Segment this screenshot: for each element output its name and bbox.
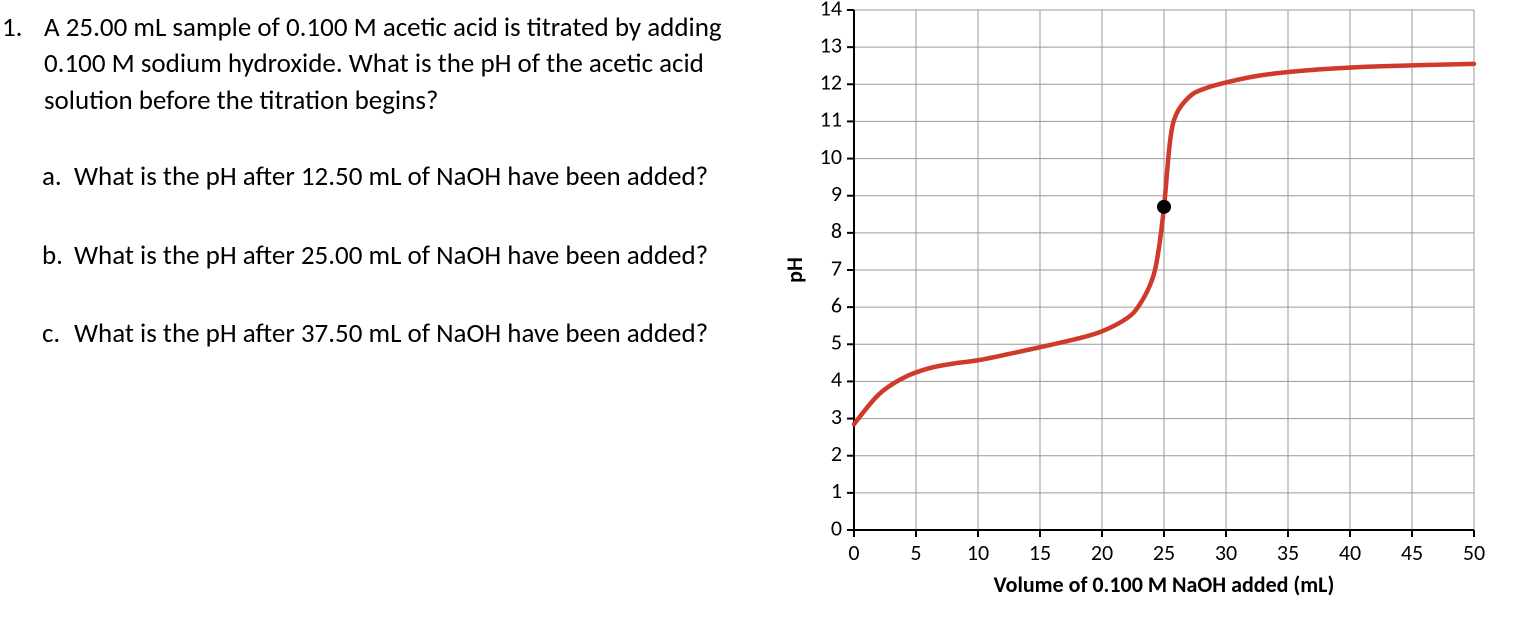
svg-text:pH: pH <box>781 257 808 283</box>
svg-text:6: 6 <box>831 291 842 318</box>
svg-text:14: 14 <box>820 0 842 21</box>
svg-text:9: 9 <box>831 180 842 207</box>
subpart-b: b. What is the pH after 25.00 mL of NaOH… <box>42 238 752 274</box>
svg-text:5: 5 <box>831 329 842 356</box>
question-prompt: A 25.00 mL sample of 0.100 M acetic acid… <box>44 10 752 119</box>
subpart-list: a. What is the pH after 12.50 mL of NaOH… <box>0 159 752 352</box>
question-main: 1. A 25.00 mL sample of 0.100 M acetic a… <box>0 10 752 119</box>
svg-text:1: 1 <box>831 477 842 504</box>
subpart-text: What is the pH after 25.00 mL of NaOH ha… <box>74 238 752 274</box>
svg-text:20: 20 <box>1091 539 1113 566</box>
titration-chart: 0123456789101112131405101520253035404550… <box>780 0 1520 631</box>
subpart-letter: c. <box>42 316 74 352</box>
subpart-letter: a. <box>42 159 74 195</box>
subpart-c: c. What is the pH after 37.50 mL of NaOH… <box>42 316 752 352</box>
svg-text:0: 0 <box>848 539 859 566</box>
page: 1. A 25.00 mL sample of 0.100 M acetic a… <box>0 0 1522 626</box>
svg-text:10: 10 <box>967 539 989 566</box>
svg-text:10: 10 <box>820 143 842 170</box>
svg-text:2: 2 <box>831 440 842 467</box>
subpart-text: What is the pH after 12.50 mL of NaOH ha… <box>74 159 752 195</box>
question-column: 1. A 25.00 mL sample of 0.100 M acetic a… <box>0 0 760 626</box>
svg-text:12: 12 <box>820 69 842 96</box>
svg-text:3: 3 <box>831 403 842 430</box>
svg-text:30: 30 <box>1215 539 1237 566</box>
svg-text:0: 0 <box>831 514 842 541</box>
subpart-text: What is the pH after 37.50 mL of NaOH ha… <box>74 316 752 352</box>
svg-text:4: 4 <box>831 366 842 393</box>
svg-text:8: 8 <box>831 217 842 244</box>
svg-text:Volume of 0.100 M NaOH added (: Volume of 0.100 M NaOH added (mL) <box>994 571 1335 598</box>
svg-text:13: 13 <box>820 31 842 58</box>
subpart-letter: b. <box>42 238 74 274</box>
svg-text:45: 45 <box>1401 539 1423 566</box>
svg-text:25: 25 <box>1153 539 1175 566</box>
question-number: 1. <box>0 10 44 46</box>
svg-text:5: 5 <box>910 539 921 566</box>
svg-text:40: 40 <box>1339 539 1361 566</box>
svg-text:35: 35 <box>1277 539 1299 566</box>
chart-column: 0123456789101112131405101520253035404550… <box>760 0 1522 626</box>
svg-text:50: 50 <box>1463 539 1485 566</box>
svg-text:15: 15 <box>1029 539 1051 566</box>
chart-svg: 0123456789101112131405101520253035404550… <box>780 0 1520 626</box>
subpart-a: a. What is the pH after 12.50 mL of NaOH… <box>42 159 752 195</box>
svg-text:11: 11 <box>820 106 842 133</box>
svg-text:7: 7 <box>831 254 842 281</box>
